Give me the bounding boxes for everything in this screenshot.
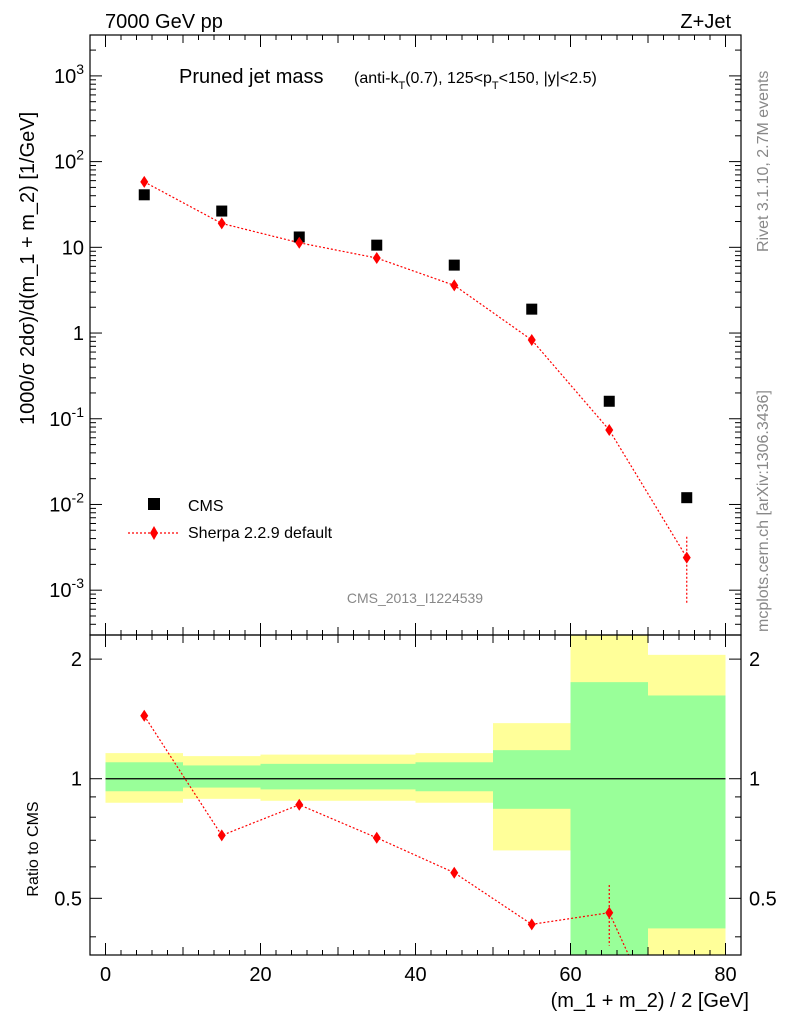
sherpa-point [372, 252, 381, 265]
cms-point [681, 492, 693, 504]
sherpa-point [450, 279, 459, 292]
ratio-plot-layer [140, 709, 630, 956]
ratio-y-tick-label-left: 1 [71, 769, 82, 791]
cms-point [371, 239, 383, 251]
header-left-label: 7000 GeV pp [105, 11, 223, 33]
main-y-axis-title: 1000/σ 2dσ)/d(m_1 + m_2) [1/GeV] [17, 112, 39, 425]
ratio-bands [105, 635, 726, 955]
sherpa-point [527, 333, 536, 346]
subtitle-part-1: (anti-k [354, 70, 399, 87]
main-plot-layer [138, 175, 693, 605]
y-tick-label-exponent: -1 [72, 404, 85, 420]
cms-point [216, 205, 228, 217]
cms-point [448, 259, 460, 271]
ratio-y-tick-label-right: 1 [749, 769, 760, 791]
y-tick-label-exponent: -3 [72, 575, 85, 591]
ratio-sherpa-point [372, 831, 381, 844]
y-tick-label-base: 10 [49, 409, 71, 431]
ratio-sherpa-point [450, 866, 459, 879]
sherpa-point [140, 175, 149, 188]
ratio-y-tick-label-right: 2 [749, 649, 760, 671]
ratio-sherpa-point [605, 906, 614, 919]
band-inner-3 [338, 763, 416, 790]
main-plot-frame [89, 34, 742, 636]
band-inner-5 [493, 750, 571, 809]
band-inner-1 [183, 765, 261, 788]
y-tick-label: 10 [62, 237, 84, 259]
y-tick-label: 10-2 [49, 489, 84, 516]
legend: CMS Sherpa 2.2.9 default [128, 498, 333, 542]
x-tick-label: 40 [404, 964, 426, 986]
y-tick-label-base: 10 [54, 152, 76, 174]
y-tick-label-exponent: 2 [76, 147, 84, 163]
y-tick-label: 102 [54, 147, 84, 174]
chart-title: Pruned jet mass [179, 66, 324, 88]
x-tick-label: 80 [714, 964, 736, 986]
legend-cms-label: CMS [188, 498, 224, 515]
ratio-sherpa-line [143, 715, 630, 956]
subtitle-part-4: T [492, 80, 499, 92]
cms-point [526, 303, 538, 315]
x-tick-label: 0 [100, 964, 111, 986]
y-tick-label-exponent: -2 [72, 489, 85, 505]
legend-sherpa-label: Sherpa 2.2.9 default [188, 525, 333, 542]
y-tick-label: 103 [54, 61, 84, 88]
y-tick-label: 10-1 [49, 404, 84, 431]
y-tick-label-base: 10 [49, 580, 71, 602]
ratio-sherpa-point [140, 709, 149, 722]
sherpa-line [143, 181, 688, 558]
x-tick-label: 60 [559, 964, 581, 986]
subtitle-part-3: (0.7), 125<p [405, 70, 492, 87]
ratio-sherpa-point [217, 829, 226, 842]
mcplots-label: mcplots.cern.ch [arXiv:1306.3436] [755, 390, 772, 632]
sherpa-point [217, 217, 226, 230]
subtitle-part-2: T [398, 80, 405, 92]
chart-subtitle: (anti-kT(0.7), 125<pT<150, |y|<2.5) [354, 70, 597, 92]
band-inner-7 [648, 695, 726, 929]
y-tick-label-base: 10 [49, 494, 71, 516]
y-tick-label: 1 [73, 323, 84, 345]
ratio-sherpa-point [527, 918, 536, 931]
header-right-label: Z+Jet [680, 11, 731, 33]
sherpa-point [295, 236, 304, 249]
ratio-y-tick-label-left: 2 [71, 649, 82, 671]
y-tick-label: 10-3 [49, 575, 84, 602]
watermark-label: CMS_2013_I1224539 [347, 590, 483, 606]
y-tick-label-base: 10 [54, 66, 76, 88]
subtitle-part-5: <150, |y|<2.5) [499, 70, 597, 87]
sherpa-point [605, 423, 614, 436]
x-tick-label: 20 [249, 964, 271, 986]
ratio-y-tick-label-right: 0.5 [749, 888, 777, 910]
rivet-label: Rivet 3.1.10, 2.7M events [755, 71, 772, 252]
legend-cms-marker [148, 498, 160, 510]
band-inner-2 [260, 763, 338, 790]
band-inner-0 [105, 762, 183, 792]
legend-sherpa-marker [150, 526, 158, 540]
sherpa-point [682, 551, 691, 564]
ratio-y-axis-title: Ratio to CMS [25, 801, 42, 896]
ratio-sherpa-point [295, 798, 304, 811]
cms-point [603, 395, 615, 407]
ratio-y-tick-label-left: 0.5 [54, 888, 82, 910]
band-inner-4 [415, 762, 493, 792]
y-tick-label-exponent: 3 [76, 61, 84, 77]
x-axis-title: (m_1 + m_2) / 2 [GeV] [551, 990, 749, 1012]
cms-point [138, 189, 150, 201]
